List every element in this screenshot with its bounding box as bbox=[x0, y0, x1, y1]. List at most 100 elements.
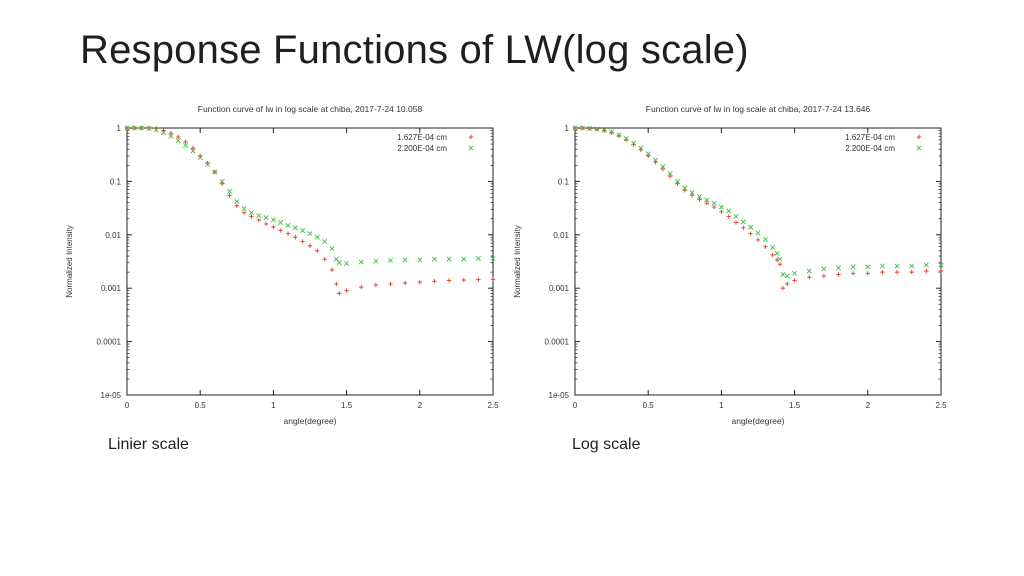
data-point bbox=[653, 157, 659, 163]
data-point bbox=[307, 243, 313, 249]
data-point bbox=[865, 271, 870, 276]
legend-label: 2.200E-04 cm bbox=[397, 144, 447, 153]
x-tick-label: 1 bbox=[271, 401, 276, 410]
data-point bbox=[278, 228, 283, 233]
data-point bbox=[329, 267, 335, 273]
data-point bbox=[718, 204, 724, 210]
data-point bbox=[431, 256, 437, 262]
data-point bbox=[388, 281, 393, 287]
data-point bbox=[733, 220, 739, 225]
chart-title: Function curve of lw in log scale at chi… bbox=[198, 104, 423, 114]
data-point bbox=[205, 161, 211, 167]
data-point bbox=[704, 197, 710, 203]
legend-marker bbox=[468, 145, 474, 151]
x-axis-label: angle(degree) bbox=[732, 416, 785, 426]
data-point bbox=[748, 231, 753, 236]
data-point bbox=[792, 278, 797, 283]
data-point bbox=[278, 219, 284, 226]
data-point bbox=[689, 193, 695, 198]
data-point bbox=[667, 174, 673, 179]
data-point bbox=[836, 265, 842, 271]
data-point bbox=[806, 268, 812, 274]
x-tick-label: 1 bbox=[719, 401, 724, 410]
data-point bbox=[461, 277, 466, 283]
data-point bbox=[432, 279, 437, 284]
data-point bbox=[190, 145, 196, 151]
data-point bbox=[314, 234, 320, 240]
data-point bbox=[785, 281, 790, 287]
data-point bbox=[836, 272, 841, 277]
data-point bbox=[292, 225, 298, 231]
data-point bbox=[726, 214, 731, 219]
data-point bbox=[594, 126, 600, 132]
data-point bbox=[344, 260, 350, 267]
data-point bbox=[333, 256, 339, 262]
data-point bbox=[336, 260, 342, 266]
data-point bbox=[894, 269, 900, 275]
data-point bbox=[270, 217, 276, 223]
data-point bbox=[755, 230, 761, 236]
data-point bbox=[601, 127, 607, 133]
data-point bbox=[475, 255, 481, 262]
data-point bbox=[711, 204, 717, 210]
data-point bbox=[359, 284, 364, 290]
data-point bbox=[704, 201, 709, 206]
chart-log-scale: Function curve of lw in log scale at chi… bbox=[508, 98, 958, 434]
x-tick-label: 1.5 bbox=[789, 401, 801, 410]
data-point bbox=[689, 189, 695, 196]
data-point bbox=[780, 272, 786, 278]
y-tick-label: 0.001 bbox=[549, 284, 570, 293]
caption-linear-scale: Linier scale bbox=[108, 436, 189, 453]
data-point bbox=[285, 231, 291, 236]
data-point bbox=[682, 185, 688, 191]
data-point bbox=[879, 263, 885, 269]
plot-frame bbox=[574, 127, 942, 396]
data-point bbox=[784, 273, 790, 279]
data-point bbox=[300, 239, 305, 244]
data-point bbox=[850, 264, 856, 270]
y-tick-label: 0.01 bbox=[105, 231, 121, 240]
data-point bbox=[821, 266, 827, 272]
data-point bbox=[587, 125, 593, 131]
series-2 bbox=[124, 125, 496, 267]
data-point bbox=[139, 125, 145, 131]
data-point bbox=[616, 132, 622, 138]
y-tick-label: 0.1 bbox=[558, 177, 570, 186]
x-tick-label: 2.5 bbox=[487, 401, 499, 410]
data-point bbox=[337, 291, 342, 296]
data-point bbox=[490, 255, 496, 262]
y-tick-label: 0.0001 bbox=[97, 338, 122, 347]
data-point bbox=[256, 212, 262, 219]
data-point bbox=[417, 257, 423, 263]
data-point bbox=[638, 145, 644, 151]
data-point bbox=[780, 286, 786, 291]
y-tick-label: 0.1 bbox=[110, 177, 122, 186]
data-point bbox=[631, 140, 637, 146]
data-point bbox=[740, 219, 746, 225]
data-point bbox=[175, 138, 181, 144]
data-point bbox=[168, 130, 174, 136]
data-point bbox=[674, 178, 680, 184]
data-point bbox=[293, 235, 298, 240]
data-point bbox=[572, 125, 578, 131]
data-point bbox=[894, 263, 900, 269]
data-point bbox=[850, 271, 856, 276]
data-point bbox=[807, 275, 812, 280]
data-point bbox=[755, 237, 761, 243]
data-point bbox=[183, 142, 189, 149]
data-point bbox=[865, 264, 871, 270]
data-point bbox=[358, 259, 364, 265]
data-point bbox=[417, 279, 422, 285]
y-axis-label: Normalized Intensity bbox=[65, 225, 74, 297]
y-tick-label: 0.001 bbox=[101, 284, 122, 293]
x-tick-label: 2 bbox=[418, 401, 423, 410]
data-point bbox=[763, 244, 768, 249]
data-point bbox=[762, 236, 768, 242]
data-point bbox=[219, 181, 225, 187]
x-tick-label: 0 bbox=[125, 401, 130, 410]
data-point bbox=[227, 193, 232, 198]
slide-title: Response Functions of LW(log scale) bbox=[80, 28, 749, 72]
data-point bbox=[682, 188, 687, 193]
data-point bbox=[315, 248, 320, 254]
data-point bbox=[285, 222, 291, 228]
